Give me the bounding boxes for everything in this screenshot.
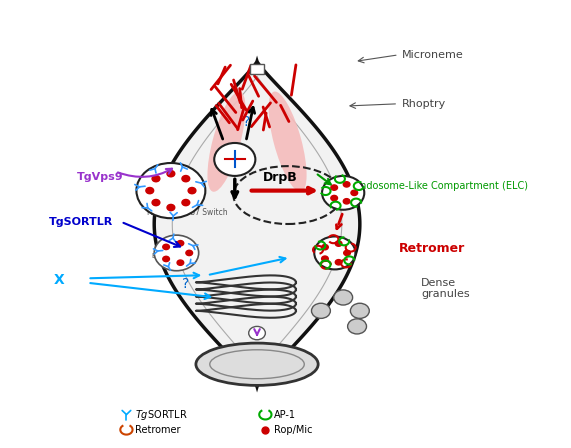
Circle shape xyxy=(177,260,184,265)
Text: Nucleus: Nucleus xyxy=(230,358,285,371)
Text: Retromer: Retromer xyxy=(135,425,180,435)
Text: ?: ? xyxy=(337,255,345,269)
Circle shape xyxy=(333,290,353,305)
Circle shape xyxy=(335,259,342,265)
Circle shape xyxy=(163,256,170,262)
Circle shape xyxy=(182,176,190,182)
Circle shape xyxy=(152,199,160,206)
Circle shape xyxy=(351,303,369,319)
Circle shape xyxy=(314,237,355,269)
Text: TgVps9: TgVps9 xyxy=(77,172,123,182)
Ellipse shape xyxy=(268,91,307,192)
Text: AP-1: AP-1 xyxy=(274,409,296,420)
Circle shape xyxy=(136,163,206,218)
Circle shape xyxy=(177,241,184,246)
Circle shape xyxy=(214,143,255,176)
Text: X: X xyxy=(54,273,65,287)
Circle shape xyxy=(348,319,367,334)
Circle shape xyxy=(331,185,337,190)
Circle shape xyxy=(343,198,350,204)
Text: Microneme: Microneme xyxy=(401,50,463,60)
Bar xyxy=(250,64,264,73)
Text: Dense
granules: Dense granules xyxy=(421,278,469,299)
Text: Early/Late
Endosomes: Early/Late Endosomes xyxy=(151,246,191,259)
Text: ?: ? xyxy=(182,277,189,291)
Ellipse shape xyxy=(196,343,318,385)
Circle shape xyxy=(351,190,357,195)
Text: $Tg$SORTLR: $Tg$SORTLR xyxy=(135,408,187,422)
Text: Endosome-Like Compartment (ELC): Endosome-Like Compartment (ELC) xyxy=(354,181,528,191)
Polygon shape xyxy=(154,61,360,387)
Circle shape xyxy=(167,204,175,211)
Circle shape xyxy=(154,235,199,271)
Circle shape xyxy=(335,241,342,246)
Ellipse shape xyxy=(207,91,246,192)
Circle shape xyxy=(182,199,190,206)
Circle shape xyxy=(322,176,364,210)
Circle shape xyxy=(321,245,328,250)
Circle shape xyxy=(188,188,196,194)
Text: Rab5-to-Rab7 Switch: Rab5-to-Rab7 Switch xyxy=(147,208,228,217)
Text: Rhoptry: Rhoptry xyxy=(401,99,446,109)
Text: DrpB: DrpB xyxy=(263,171,297,184)
Circle shape xyxy=(249,327,266,340)
Circle shape xyxy=(186,250,192,256)
Circle shape xyxy=(321,256,328,261)
Text: Retromer: Retromer xyxy=(399,242,465,255)
Circle shape xyxy=(167,171,175,177)
Circle shape xyxy=(146,188,154,194)
Circle shape xyxy=(152,176,160,182)
Circle shape xyxy=(312,303,331,319)
Text: TgSORTLR: TgSORTLR xyxy=(49,217,113,227)
Circle shape xyxy=(343,182,350,187)
Text: ?: ? xyxy=(243,115,251,129)
Circle shape xyxy=(163,244,170,250)
Circle shape xyxy=(331,195,337,201)
Circle shape xyxy=(344,250,351,256)
Text: Rop/Mic: Rop/Mic xyxy=(274,425,312,435)
